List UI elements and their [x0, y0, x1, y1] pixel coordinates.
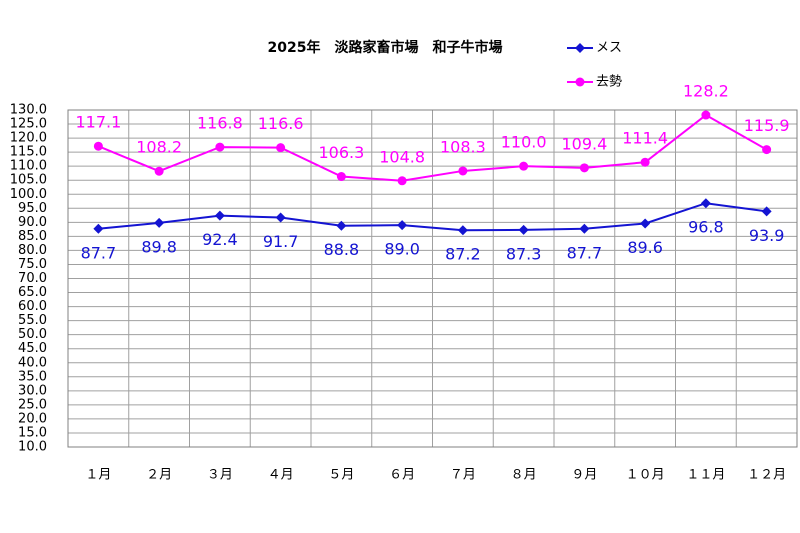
- marker: [579, 163, 589, 173]
- marker: [336, 172, 346, 182]
- value-label: 111.4: [622, 129, 668, 148]
- marker: [154, 217, 165, 228]
- y-tick-label: 105.0: [10, 173, 47, 188]
- legend-marker: [575, 77, 585, 87]
- x-tick-label: １０月: [626, 468, 665, 483]
- value-label: 89.0: [384, 240, 420, 259]
- value-label: 117.1: [75, 113, 121, 132]
- marker: [276, 143, 286, 153]
- value-label: 88.8: [324, 240, 360, 259]
- y-tick-label: 10.0: [18, 440, 47, 455]
- value-label: 89.6: [627, 238, 663, 257]
- value-label: 116.6: [258, 114, 304, 133]
- y-tick-label: 45.0: [18, 341, 47, 356]
- value-label: 110.0: [501, 133, 547, 152]
- y-tick-label: 50.0: [18, 327, 47, 342]
- x-tick-label: ７月: [450, 468, 476, 483]
- chart-title: 2025年 淡路家畜市場 和子牛市場: [268, 39, 503, 56]
- value-label: 115.9: [744, 116, 790, 135]
- marker: [761, 206, 772, 217]
- marker: [640, 218, 651, 229]
- marker: [154, 166, 164, 176]
- y-tick-label: 25.0: [18, 397, 47, 412]
- marker: [579, 223, 590, 234]
- y-tick-label: 15.0: [18, 425, 47, 440]
- value-label: 91.7: [263, 232, 299, 251]
- plot-border: [67, 109, 798, 448]
- x-tick-label: ３月: [207, 468, 233, 483]
- marker: [93, 141, 103, 151]
- marker: [762, 145, 772, 155]
- y-tick-label: 95.0: [18, 201, 47, 216]
- value-label: 87.3: [506, 244, 542, 263]
- value-label: 106.3: [318, 143, 364, 162]
- y-tick-label: 70.0: [18, 271, 47, 286]
- y-tick-label: 125.0: [10, 117, 47, 132]
- marker: [397, 220, 408, 231]
- marker: [701, 110, 711, 120]
- y-tick-label: 130.0: [10, 103, 47, 118]
- y-tick-label: 60.0: [18, 299, 47, 314]
- legend-label: メス: [596, 41, 622, 56]
- x-tick-label: ８月: [511, 468, 537, 483]
- y-tick-label: 20.0: [18, 411, 47, 426]
- legend-marker: [575, 43, 585, 53]
- value-label: 87.7: [567, 243, 603, 262]
- y-tick-label: 85.0: [18, 229, 47, 244]
- value-label: 104.8: [379, 147, 425, 166]
- marker: [397, 176, 407, 186]
- value-label: 92.4: [202, 230, 238, 249]
- value-label: 93.9: [749, 226, 785, 245]
- y-tick-label: 30.0: [18, 383, 47, 398]
- value-label: 87.7: [81, 243, 117, 262]
- marker: [518, 224, 529, 235]
- y-tick-label: 110.0: [10, 159, 47, 174]
- y-tick-label: 80.0: [18, 243, 47, 258]
- x-tick-label: ５月: [328, 468, 354, 483]
- y-tick-label: 35.0: [18, 369, 47, 384]
- marker: [700, 198, 711, 209]
- series-line: [97, 113, 768, 182]
- marker: [458, 166, 468, 176]
- x-tick-label: ６月: [389, 468, 415, 483]
- x-tick-label: ９月: [571, 468, 597, 483]
- y-tick-label: 120.0: [10, 131, 47, 146]
- marker: [275, 212, 286, 223]
- value-label: 128.2: [683, 82, 729, 101]
- marker: [214, 210, 225, 221]
- y-tick-label: 40.0: [18, 355, 47, 370]
- marker: [93, 223, 104, 234]
- value-label: 116.8: [197, 114, 243, 133]
- marker: [336, 220, 347, 231]
- marker: [519, 161, 529, 171]
- marker: [215, 142, 225, 152]
- marker: [640, 157, 650, 167]
- x-tick-label: １月: [85, 468, 111, 483]
- series-line: [98, 202, 767, 232]
- value-label: 109.4: [561, 134, 607, 153]
- x-tick-label: ４月: [268, 468, 294, 483]
- y-tick-label: 65.0: [18, 285, 47, 300]
- y-tick-label: 115.0: [10, 145, 47, 160]
- y-tick-label: 90.0: [18, 215, 47, 230]
- value-label: 108.3: [440, 137, 486, 156]
- marker: [457, 225, 468, 236]
- x-tick-label: ２月: [146, 468, 172, 483]
- value-label: 87.2: [445, 245, 481, 264]
- x-tick-label: １１月: [686, 468, 725, 483]
- legend-label: 去勢: [596, 75, 622, 90]
- value-label: 96.8: [688, 218, 724, 237]
- value-label: 89.8: [141, 237, 177, 256]
- x-tick-label: １２月: [747, 468, 786, 483]
- y-tick-label: 100.0: [10, 187, 47, 202]
- y-tick-label: 55.0: [18, 313, 47, 328]
- value-label: 108.2: [136, 138, 182, 157]
- y-tick-label: 75.0: [18, 257, 47, 272]
